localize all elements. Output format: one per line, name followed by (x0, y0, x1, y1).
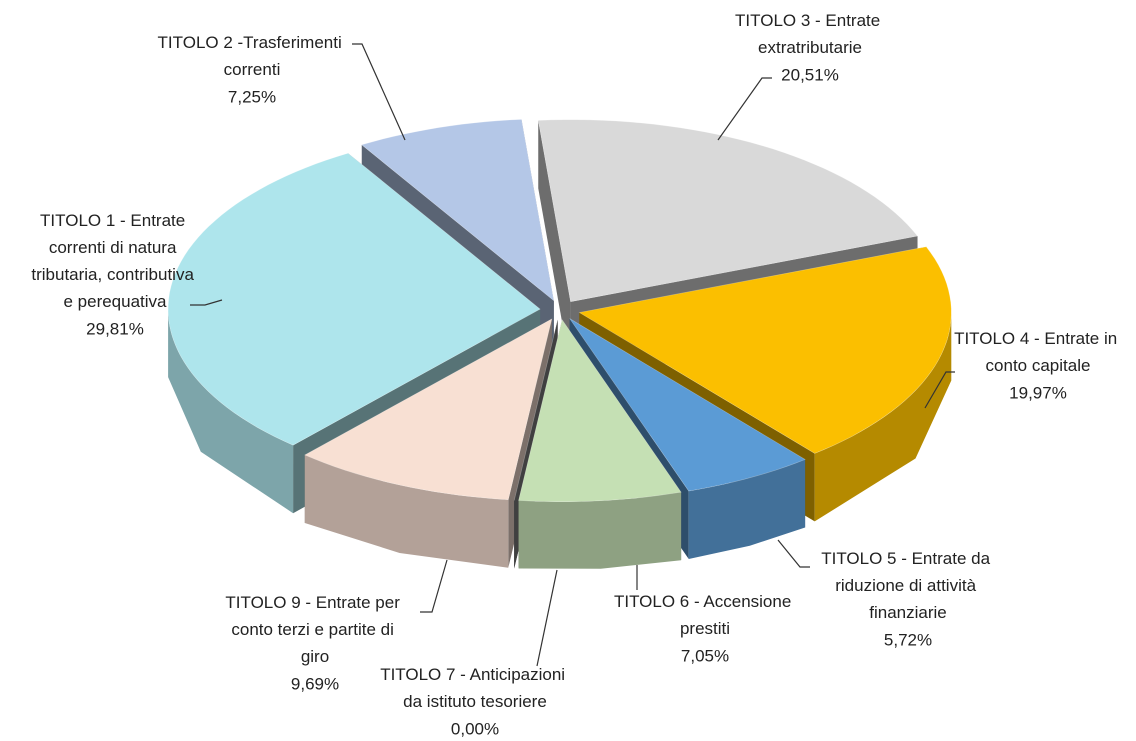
data-label-value: 29,81% (86, 319, 144, 338)
slice-top (361, 119, 555, 302)
label-line: TITOLO 9 - Entrate per (225, 593, 404, 612)
label-line: TITOLO 1 - Entrate (40, 211, 190, 230)
label-line: conto terzi e partite di (231, 620, 398, 639)
slice-top (167, 152, 541, 446)
label-line: TITOLO 7 - Anticipazioni (380, 665, 570, 684)
data-label-value: 20,51% (781, 65, 839, 84)
label-line: extratributarie (758, 38, 862, 57)
label-line: finanziarie (869, 603, 947, 622)
leader-line (777, 539, 810, 568)
slice-side (304, 455, 509, 568)
data-label-value: 0,00% (451, 719, 499, 738)
label-line: TITOLO 2 -Trasferimenti (158, 33, 347, 52)
slice-top (537, 119, 919, 303)
leader-line (420, 559, 448, 613)
data-label-value: 7,25% (228, 87, 276, 106)
slice-top (304, 318, 553, 501)
data-label-name: TITOLO 1 - Entrate correnti di natura tr… (31, 211, 198, 311)
data-label-value: 5,72% (884, 630, 932, 649)
label-line: e perequativa (63, 292, 167, 311)
slice-side (688, 459, 806, 559)
leader-line (190, 299, 223, 306)
slice-top (578, 246, 952, 454)
label-line: TITOLO 4 - Entrate in (954, 329, 1122, 348)
label-line: correnti di natura (49, 238, 181, 257)
data-label-name: TITOLO 4 - Entrate in conto capitale (954, 329, 1122, 375)
leader-line (717, 77, 772, 141)
data-label-name: TITOLO 7 - Anticipazioni da istituto tes… (380, 665, 570, 711)
label-line: TITOLO 3 - Entrate (735, 11, 885, 30)
data-label-name: TITOLO 3 - Entrate extratributarie (735, 11, 885, 57)
leader-line (352, 43, 406, 141)
data-label-value: 7,05% (681, 646, 729, 665)
slice-side (168, 309, 294, 514)
leader-line (536, 569, 558, 667)
slice-side (814, 312, 952, 522)
label-line: TITOLO 5 - Entrate da (821, 549, 995, 568)
label-line: correnti (224, 60, 281, 79)
slice-top (518, 319, 682, 502)
data-label-value: 19,97% (1009, 383, 1067, 402)
slice (518, 319, 682, 569)
data-label-name: TITOLO 5 - Entrate da riduzione di attiv… (821, 549, 995, 622)
label-line: TITOLO 6 - Accensione (614, 592, 796, 611)
data-label-name: TITOLO 6 - Accensione prestiti (614, 592, 796, 638)
slice-top (513, 319, 558, 501)
label-line: riduzione di attività (835, 576, 981, 595)
label-line: tributaria, contributiva (31, 265, 198, 284)
label-line: conto capitale (986, 356, 1091, 375)
data-label-name: TITOLO 9 - Entrate per conto terzi e par… (225, 593, 404, 666)
label-line: giro (301, 647, 329, 666)
label-line: prestiti (680, 619, 730, 638)
label-line: da istituto tesoriere (403, 692, 547, 711)
slice-top (569, 318, 806, 492)
data-label-name: TITOLO 2 -Trasferimenti correnti (158, 33, 347, 79)
data-label-value: 9,69% (291, 674, 339, 693)
leader-line (924, 371, 955, 409)
slice-side (518, 492, 682, 569)
slice-wall (538, 120, 571, 370)
